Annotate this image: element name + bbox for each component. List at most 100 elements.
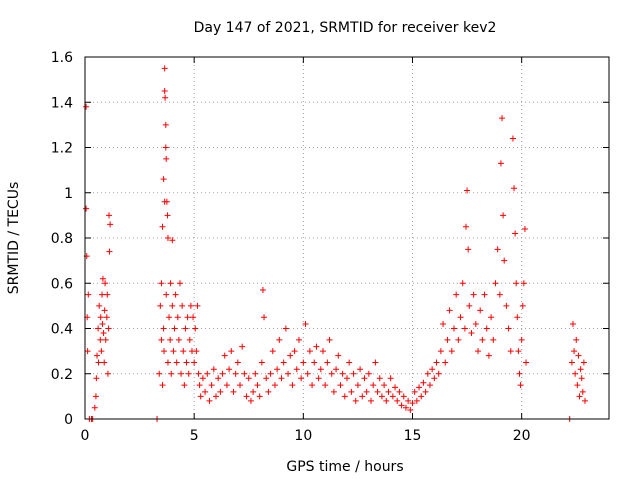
data-point	[579, 388, 586, 395]
data-point	[372, 359, 379, 366]
data-point	[437, 348, 444, 355]
data-point	[573, 336, 580, 343]
data-point	[234, 359, 241, 366]
data-point	[158, 280, 165, 287]
data-point	[156, 370, 163, 377]
data-point	[354, 382, 361, 389]
data-point	[192, 325, 199, 332]
data-point	[293, 366, 300, 373]
data-point	[572, 370, 579, 377]
data-point	[492, 280, 499, 287]
data-point	[163, 155, 170, 162]
data-point	[494, 246, 501, 253]
data-point	[269, 348, 276, 355]
data-point	[162, 144, 169, 151]
data-point	[313, 343, 320, 350]
data-point	[215, 375, 222, 382]
data-point	[468, 330, 475, 337]
data-point	[359, 393, 366, 400]
data-point	[481, 291, 488, 298]
data-point	[300, 359, 307, 366]
data-point	[448, 348, 455, 355]
data-point	[490, 336, 497, 343]
data-point	[99, 291, 106, 298]
y-tick-label: 0	[64, 412, 73, 428]
data-point	[344, 375, 350, 382]
data-point	[97, 314, 104, 321]
data-point	[84, 348, 91, 355]
data-point	[497, 160, 504, 167]
data-point	[204, 370, 211, 377]
data-point	[280, 359, 287, 366]
data-point	[378, 393, 385, 400]
data-point	[483, 325, 490, 332]
data-point	[324, 359, 331, 366]
data-point	[424, 370, 431, 377]
x-tick-label: 0	[81, 428, 90, 444]
data-point	[387, 375, 394, 382]
y-tick-label: 0.2	[51, 367, 73, 383]
data-point	[241, 370, 248, 377]
data-point	[105, 325, 112, 332]
data-point	[104, 291, 111, 298]
data-point	[92, 393, 99, 400]
data-point	[170, 348, 177, 355]
data-point	[271, 382, 278, 389]
data-point	[83, 103, 90, 110]
data-point	[519, 302, 526, 309]
data-point	[501, 257, 508, 264]
data-point	[96, 302, 103, 309]
data-point	[580, 359, 587, 366]
data-point	[169, 237, 176, 244]
data-point	[374, 388, 381, 395]
data-point	[243, 393, 250, 400]
data-point	[278, 375, 285, 382]
data-point	[453, 291, 460, 298]
data-point	[409, 400, 416, 407]
data-point	[210, 366, 217, 373]
data-point	[521, 225, 528, 232]
data-point	[226, 366, 233, 373]
data-point	[457, 314, 464, 321]
data-point	[217, 388, 224, 395]
data-point	[95, 359, 102, 366]
data-point	[466, 302, 473, 309]
y-tick-label: 0.4	[51, 322, 73, 338]
data-point	[304, 370, 311, 377]
data-point	[259, 287, 266, 294]
data-point	[83, 205, 90, 212]
y-axis-label: SRMTID / TECUs	[6, 182, 22, 295]
data-point	[221, 352, 228, 359]
data-point	[274, 366, 281, 373]
x-tick-label: 20	[513, 428, 531, 444]
data-point	[95, 325, 102, 332]
data-point	[455, 336, 462, 343]
x-tick-label: 10	[294, 428, 312, 444]
data-point	[398, 402, 405, 409]
data-point	[407, 406, 414, 413]
data-point	[289, 382, 296, 389]
data-point	[164, 359, 171, 366]
data-point	[385, 388, 392, 395]
data-point	[396, 388, 403, 395]
data-point	[420, 379, 427, 386]
data-point	[485, 352, 492, 359]
data-point	[507, 348, 514, 355]
data-point	[309, 382, 316, 389]
data-point	[306, 348, 313, 355]
data-point	[161, 348, 168, 355]
data-point	[462, 223, 469, 230]
data-point	[405, 397, 412, 404]
data-point	[160, 325, 167, 332]
data-point	[172, 291, 179, 298]
data-point	[394, 397, 401, 404]
data-point	[223, 382, 230, 389]
data-point	[102, 336, 109, 343]
data-point	[418, 393, 425, 400]
data-point	[94, 352, 101, 359]
data-point	[392, 384, 399, 391]
data-point	[435, 370, 442, 377]
data-point	[237, 382, 244, 389]
